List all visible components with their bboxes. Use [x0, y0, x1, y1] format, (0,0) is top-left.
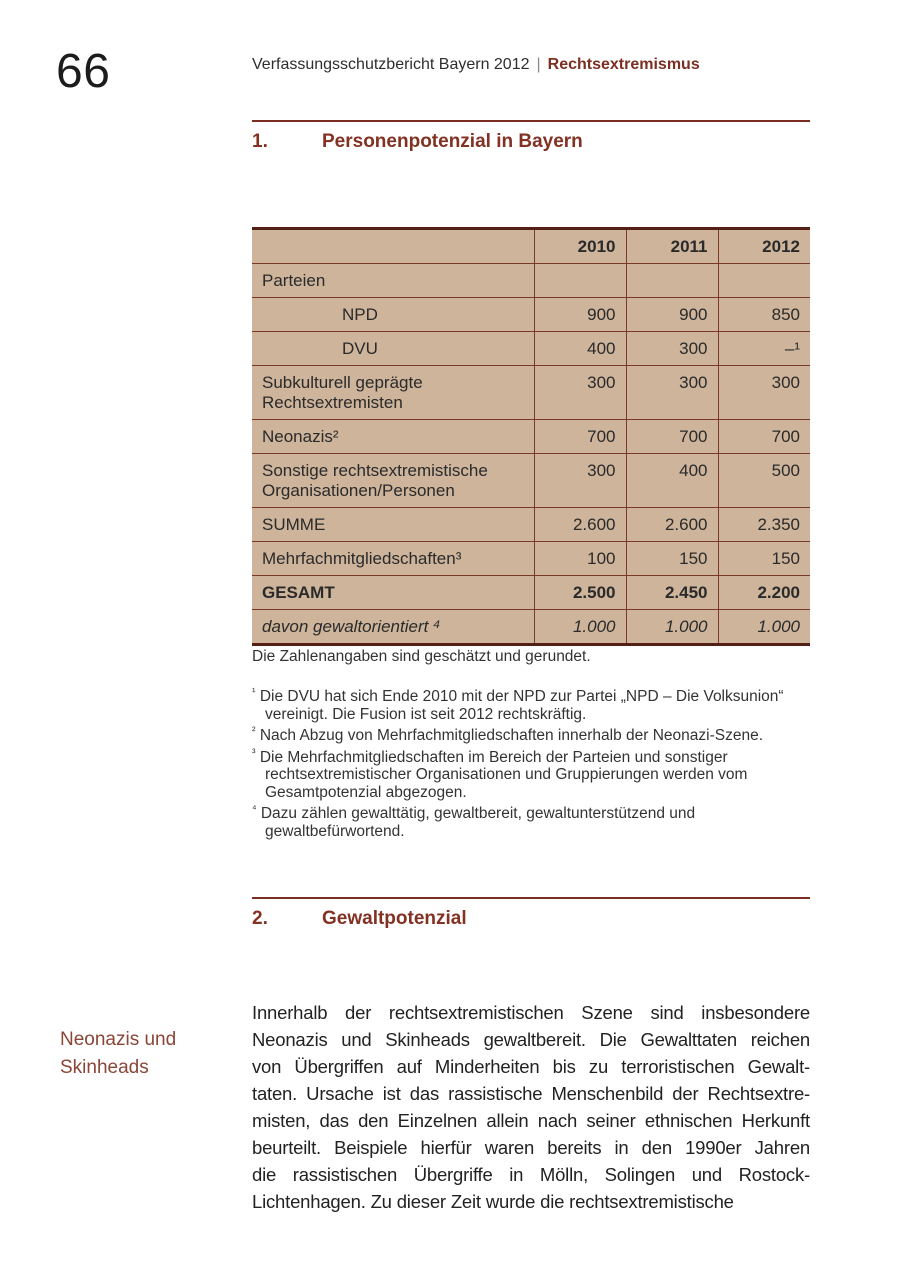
cell-value: 400: [625, 453, 718, 508]
cell-value: 400: [533, 331, 626, 366]
header-cell-2011: 2011: [625, 228, 718, 264]
footnote-2: ² Nach Abzug von Mehrfachmitgliedschafte…: [252, 723, 810, 745]
cell-value: –¹: [717, 331, 810, 366]
running-head-title: Verfassungsschutzbericht Bayern 2012: [252, 56, 530, 73]
body-line: Neonazis und Skinheads gewaltbereit. Die…: [252, 1029, 810, 1050]
row-label: DVU: [252, 331, 534, 366]
table-row-parteien: Parteien: [252, 263, 810, 298]
table-row-sonstige: Sonstige rechtsextremistische Organisati…: [252, 453, 810, 508]
cell-value: 2.450: [625, 575, 718, 610]
running-head: Verfassungsschutzbericht Bayern 2012 | Rec…: [252, 56, 700, 74]
cell-value: 300: [533, 453, 626, 508]
cell-value: 2.600: [533, 507, 626, 542]
cell-value: 1.000: [625, 609, 718, 645]
footnote-3: ³ Die Mehrfachmitgliedschaften im Bereic…: [252, 745, 810, 802]
row-label: GESAMT: [252, 575, 534, 610]
cell-value: 300: [717, 365, 810, 420]
cell-value: 300: [625, 365, 718, 420]
row-label: Mehrfachmitgliedschaften³: [252, 541, 534, 576]
cell-value: 300: [533, 365, 626, 420]
table-note: Die Zahlenangaben sind geschätzt und ger…: [252, 648, 591, 665]
row-label: NPD: [252, 297, 534, 332]
header-cell-2010: 2010: [533, 228, 626, 264]
footnote-1: ¹ Die DVU hat sich Ende 2010 mit der NPD…: [252, 684, 810, 723]
body-line: beurteilt. Beispiele hierfür waren berei…: [252, 1137, 810, 1158]
cell-value: [625, 263, 718, 298]
page-number: 66: [56, 45, 111, 98]
section-1-heading: 1. Personenpotenzial in Bayern: [252, 120, 810, 153]
cell-value: 1.000: [533, 609, 626, 645]
table-row-npd: NPD 900 900 850: [252, 297, 810, 332]
table-row-neonazis: Neonazis² 700 700 700: [252, 419, 810, 454]
cell-value: 150: [717, 541, 810, 576]
cell-value: 850: [717, 297, 810, 332]
table-row-summe: SUMME 2.600 2.600 2.350: [252, 507, 810, 542]
margin-note-line1: Neonazis und: [60, 1029, 177, 1050]
cell-value: 700: [625, 419, 718, 454]
cell-value: 1.000: [717, 609, 810, 645]
cell-value: 2.600: [625, 507, 718, 542]
cell-value: 700: [717, 419, 810, 454]
footnote-3-text: Die Mehrfachmitgliedschaften im Bereich …: [259, 748, 748, 801]
body-line: von Übergriffen auf Minderheiten bis zu …: [252, 1056, 810, 1077]
personnel-table-container: 2010 2011 2012 Parteien NPD 900 900 850: [252, 227, 810, 646]
table-header-row: 2010 2011 2012: [252, 228, 810, 264]
row-label: Neonazis²: [252, 419, 534, 454]
footnote-4-text: Dazu zählen gewalttätig, gewaltbereit, g…: [260, 805, 696, 841]
footnote-4: ⁴ Dazu zählen gewalttätig, gewaltbereit,…: [252, 801, 810, 840]
cell-value: 900: [533, 297, 626, 332]
body-paragraph: Innerhalb der rechtsextremistischen Szen…: [252, 999, 810, 1215]
footnote-2-text: Nach Abzug von Mehrfachmitgliedschaften …: [259, 727, 763, 745]
cell-value: 900: [625, 297, 718, 332]
margin-note: Neonazis und Skinheads: [60, 1026, 176, 1082]
table-row-dvu: DVU 400 300 –¹: [252, 331, 810, 366]
running-head-chapter: Rechtsextremismus: [547, 56, 700, 73]
table-row-subkulturell: Subkulturell geprägte Rechtsextremisten …: [252, 365, 810, 420]
cell-value: 500: [717, 453, 810, 508]
body-line: Lichtenhagen. Zu dieser Zeit wurde die r…: [252, 1191, 734, 1212]
personnel-table: 2010 2011 2012 Parteien NPD 900 900 850: [252, 227, 810, 646]
header-cell-2012: 2012: [717, 228, 810, 264]
footnote-1-marker: ¹: [252, 686, 256, 698]
cell-value: 2.350: [717, 507, 810, 542]
section-1-number: 1.: [252, 131, 268, 152]
footnote-1-text: Die DVU hat sich Ende 2010 mit der NPD z…: [259, 688, 784, 723]
margin-note-line2: Skinheads: [60, 1057, 149, 1078]
body-line: taten. Ursache ist das rassistische Mens…: [252, 1083, 810, 1104]
cell-value: [533, 263, 626, 298]
row-label: Sonstige rechtsextremistische Organisati…: [252, 453, 534, 508]
body-line: die rassistischen Übergriffe in Mölln, S…: [252, 1164, 810, 1185]
body-line: Innerhalb der rechtsextremistischen Szen…: [252, 1002, 810, 1023]
table-row-mehrfach: Mehrfachmitgliedschaften³ 100 150 150: [252, 541, 810, 576]
cell-value: 150: [625, 541, 718, 576]
table-row-gesamt: GESAMT 2.500 2.450 2.200: [252, 575, 810, 610]
footnote-3-marker: ³: [252, 746, 256, 759]
footnote-4-marker: ⁴: [252, 803, 257, 816]
footnotes: ¹ Die DVU hat sich Ende 2010 mit der NPD…: [252, 684, 810, 841]
row-label: davon gewaltorientiert ⁴: [252, 609, 534, 645]
cell-value: 2.200: [717, 575, 810, 610]
table-row-gewaltorientiert: davon gewaltorientiert ⁴ 1.000 1.000 1.0…: [252, 609, 810, 645]
running-head-divider: |: [536, 56, 541, 73]
cell-value: 2.500: [533, 575, 626, 610]
cell-value: 100: [533, 541, 626, 576]
header-cell-empty: [252, 229, 534, 264]
row-label: SUMME: [252, 507, 534, 542]
cell-value: [717, 263, 810, 298]
section-1-title: Personenpotenzial in Bayern: [322, 131, 583, 152]
section-2-number: 2.: [252, 908, 268, 929]
row-label: Subkulturell geprägte Rechtsextremisten: [252, 365, 534, 420]
row-label: Parteien: [252, 263, 534, 298]
section-2-heading: 2. Gewaltpotenzial: [252, 897, 810, 930]
cell-value: 300: [625, 331, 718, 366]
footnote-2-marker: ²: [252, 725, 256, 738]
cell-value: 700: [533, 419, 626, 454]
body-line: misten, das den Einzelnen allein nach se…: [252, 1110, 810, 1131]
section-2-title: Gewaltpotenzial: [322, 908, 467, 929]
